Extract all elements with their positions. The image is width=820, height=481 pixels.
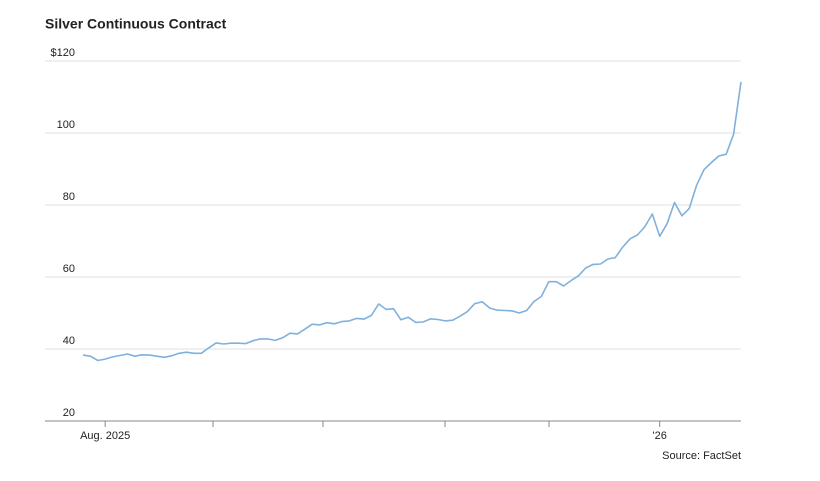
price-line xyxy=(82,81,742,362)
y-tick-label: $120 xyxy=(51,47,75,59)
x-tick-marks xyxy=(212,421,550,427)
y-tick-label: 80 xyxy=(63,191,75,203)
x-tick-label: '26 xyxy=(653,430,667,442)
chart-title: Silver Continuous Contract xyxy=(45,16,227,32)
y-tick-label: 40 xyxy=(63,335,75,347)
x-tick-label: Aug. 2025 xyxy=(80,430,130,442)
y-tick-label: 100 xyxy=(57,119,75,131)
source-note: Source: FactSet xyxy=(662,450,741,462)
y-tick-label: 60 xyxy=(63,263,75,275)
y-tick-label: 20 xyxy=(63,407,75,419)
